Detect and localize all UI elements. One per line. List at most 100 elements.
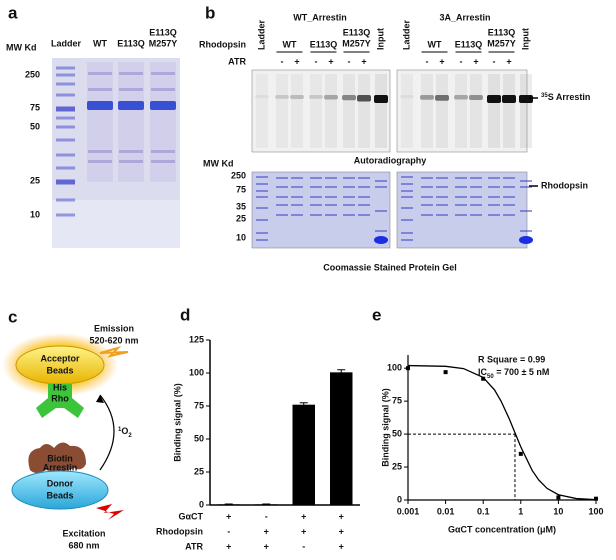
atr-sign: + <box>328 56 333 66</box>
mw-label: 75 <box>30 102 40 112</box>
arrowhead <box>96 395 104 403</box>
gel-band <box>488 186 500 188</box>
y-tick-label: 100 <box>387 363 402 373</box>
panel-label: c <box>8 307 17 326</box>
gel-band <box>470 186 482 188</box>
gel-band <box>256 183 268 185</box>
arrestin-band <box>469 95 483 100</box>
gel-band <box>470 214 482 216</box>
data-point <box>406 366 410 371</box>
data-point <box>481 376 486 381</box>
condition-name: ATR <box>185 541 203 551</box>
faint-band <box>119 160 143 163</box>
gel-band <box>401 183 413 185</box>
gel-band <box>488 196 500 198</box>
gel-band <box>343 196 355 198</box>
mw-label: 250 <box>25 69 40 79</box>
text-part: 2 <box>128 433 132 439</box>
ladder-band <box>56 82 75 86</box>
panel-label: e <box>372 305 381 324</box>
biotin-label: Biotin <box>47 453 73 463</box>
arrestin-band <box>255 95 269 99</box>
gel-band <box>503 204 515 206</box>
autorad-gel <box>251 69 391 153</box>
arrestin-band <box>420 95 434 100</box>
text-part: = 700 ± 5 nM <box>494 367 550 377</box>
gel-band <box>503 214 515 216</box>
fit-curve <box>407 364 597 501</box>
gel-band <box>455 177 467 179</box>
faint-band <box>151 160 175 163</box>
atr-sign: + <box>361 56 366 66</box>
gel-band <box>421 204 433 206</box>
gel-band <box>436 204 448 206</box>
lane-smear <box>488 74 500 148</box>
gel-band <box>358 196 370 198</box>
atr-label: ATR <box>228 56 246 66</box>
mw-label: 10 <box>30 209 40 219</box>
gel-band <box>401 219 413 221</box>
coomassie-gel <box>251 171 391 249</box>
gel-band <box>325 214 337 216</box>
gel-band <box>488 177 500 179</box>
lane-smear <box>325 74 337 148</box>
lane-smear <box>150 62 176 182</box>
group-title: 3A_Arrestin <box>439 12 490 22</box>
faint-band <box>88 150 112 153</box>
ladder-band <box>56 138 75 142</box>
ladder-band <box>56 73 75 77</box>
mw-label: 25 <box>30 175 40 185</box>
condition-sign: + <box>339 541 344 551</box>
mw-label: 10 <box>236 232 246 242</box>
mw-title: MW Kd <box>6 42 37 52</box>
gel-band <box>470 196 482 198</box>
lane-smear <box>256 74 268 148</box>
gel-caption: Autoradiography <box>354 155 427 165</box>
ladder-band <box>56 93 75 97</box>
gel-band <box>256 219 268 221</box>
ladder-band <box>56 179 75 185</box>
ladder-band <box>56 125 75 129</box>
mw-label: 25 <box>236 213 246 223</box>
text-part: IC <box>478 367 488 377</box>
bolt <box>96 504 124 520</box>
lane-label: E113Q <box>149 27 177 37</box>
rhodopsin-shape <box>36 384 84 418</box>
text-part: S Arrestin <box>548 92 591 102</box>
gel-band <box>455 214 467 216</box>
ladder-label: Ladder <box>256 19 266 50</box>
bead-label: Donor <box>47 478 74 488</box>
faint-band <box>119 88 143 91</box>
gel-band <box>325 204 337 206</box>
atr-sign: - <box>315 56 318 66</box>
gel-band <box>276 177 288 179</box>
ladder-label: Ladder <box>401 19 411 50</box>
variant-label: WT <box>428 39 442 49</box>
lane-label: WT <box>93 38 107 48</box>
gel-band <box>310 204 322 206</box>
y-tick-label: 75 <box>194 400 204 410</box>
faint-band <box>88 88 112 91</box>
arrestin-label: Arrestin <box>43 462 78 472</box>
gel-band <box>421 177 433 179</box>
x-tick-label: 100 <box>588 506 603 516</box>
faint-band <box>151 88 175 91</box>
gel-band <box>310 196 322 198</box>
arrestin-band <box>400 95 414 99</box>
ladder-band <box>56 106 75 112</box>
bolt <box>99 346 129 358</box>
lane-smear <box>520 74 532 148</box>
rho-label: Rho <box>51 393 69 403</box>
condition-sign: + <box>339 511 344 521</box>
data-point <box>518 451 523 456</box>
error-bar <box>224 503 233 505</box>
gel-band <box>436 214 448 216</box>
condition-sign: + <box>264 541 269 551</box>
bead-label: Beads <box>46 490 73 500</box>
ladder-band <box>56 213 75 217</box>
lane-smear <box>455 74 467 148</box>
gel-band <box>520 186 532 188</box>
singlet-oxygen: 1O2 <box>118 426 132 438</box>
gel-band <box>374 236 388 244</box>
atr-sign: - <box>493 56 496 66</box>
